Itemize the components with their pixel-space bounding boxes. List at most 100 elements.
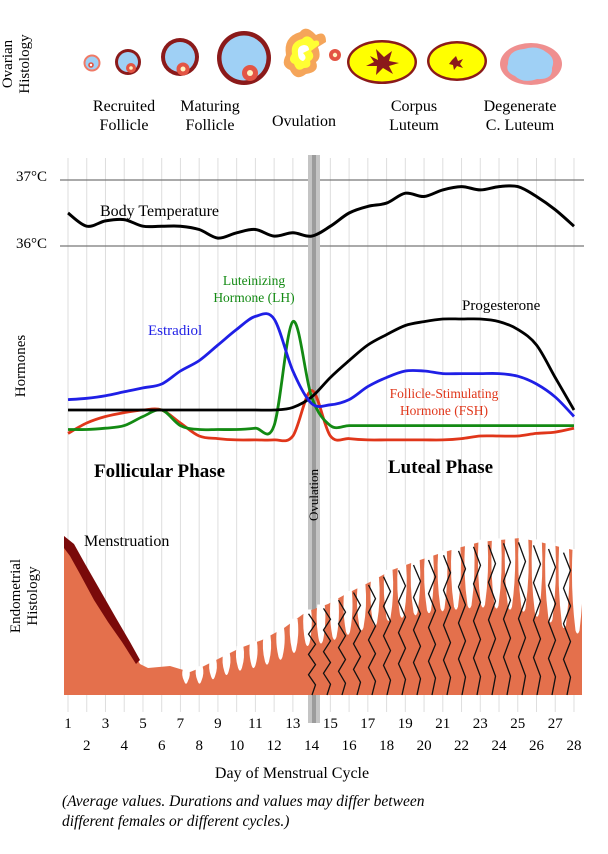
recruited-follicle-2-icon: [115, 49, 141, 75]
stage-label-line: Ovulation: [272, 113, 336, 130]
endometrial-gland: [222, 652, 231, 675]
stage-label-line: Follicle: [185, 117, 235, 134]
stage-label-line: Degenerate: [483, 98, 557, 115]
day-label: 23: [472, 716, 488, 732]
day-label: 4: [120, 738, 128, 754]
fsh-label-line1: Follicle-Stimulating: [389, 386, 499, 401]
caption-line1: (Average values. Durations and values ma…: [62, 793, 425, 810]
stage-label-ovulation: Ovulation: [256, 112, 352, 131]
endometrial-gland: [491, 538, 502, 609]
progesterone-label: Progesterone: [462, 298, 541, 314]
follicular-phase-label: Follicular Phase: [94, 461, 226, 482]
ovarian-histology-axis-label: Ovarian Histology: [0, 16, 36, 112]
x-axis-title: Day of Menstrual Cycle: [214, 765, 370, 782]
estradiol-label: Estradiol: [148, 323, 203, 339]
endometrial-gland: [571, 548, 584, 634]
day-label: 18: [379, 738, 395, 754]
lh-label-line1: Luteinizing: [222, 273, 286, 288]
menstruation-label: Menstruation: [84, 533, 170, 550]
endometrial-gland: [437, 550, 448, 612]
caption-line2: different females or different cycles.): [62, 813, 290, 830]
endometrial-gland: [531, 539, 543, 617]
maturing-follicle-icon: [161, 38, 199, 76]
hormones-axis-label: Hormones: [13, 334, 29, 398]
day-label: 27: [547, 716, 563, 732]
endometrial-axis-label-line2: Histology: [25, 566, 41, 626]
body-temperature-curve: [67, 184, 575, 240]
day-label: 5: [139, 716, 147, 732]
mature-follicle-icon: [217, 31, 271, 85]
day-label: 11: [248, 716, 263, 732]
day-label: 15: [322, 716, 338, 732]
day-label: 3: [101, 716, 110, 732]
endometrial-gland: [316, 604, 326, 644]
endometrial-gland: [276, 627, 285, 660]
day-label: 10: [229, 738, 245, 754]
recruited-follicle-icon: [83, 54, 101, 72]
endometrial-gland: [262, 635, 272, 665]
day-label: 20: [416, 738, 432, 754]
day-label: 21: [435, 716, 451, 732]
estradiol-curve: [67, 312, 576, 418]
stage-label-line: Corpus: [390, 98, 438, 115]
body-temperature-label: Body Temperature: [100, 203, 219, 220]
ovarian-histology: [83, 28, 562, 85]
day-label: 19: [397, 716, 413, 732]
day-label: 14: [304, 738, 320, 754]
endometrial-gland: [477, 539, 489, 608]
corpus-luteum-2-icon: [427, 41, 487, 81]
corpus-luteum-icon: [347, 40, 417, 84]
endometrial-axis-label-line1: Endometrial: [8, 558, 24, 634]
stage-label-line: Follicle: [99, 117, 149, 134]
endometrial-gland: [518, 536, 529, 612]
endometrial-gland: [195, 666, 204, 684]
endometrial-gland: [249, 641, 258, 669]
endometrial-gland: [410, 559, 421, 616]
fsh-label-line2: Hormone (FSH): [399, 403, 489, 418]
endometrial-gland: [451, 546, 461, 610]
lh-label: Luteinizing Hormone (LH): [196, 272, 312, 306]
endometrial-gland: [343, 591, 353, 635]
menstruation-shedding: [64, 536, 140, 664]
day-label: 25: [510, 716, 526, 732]
endometrial-histology: [64, 536, 584, 696]
degenerate-corpus-luteum-icon: [500, 43, 562, 85]
ovulation-follicle-icon: [283, 28, 341, 78]
stage-label-maturing-follicle: Maturing Follicle: [162, 97, 258, 135]
endometrial-gland: [330, 598, 339, 640]
stage-label-line: Maturing: [180, 98, 240, 115]
day-label: 6: [157, 738, 166, 754]
day-label: 1: [64, 716, 72, 732]
ovarian-axis-label-line1: Ovarian: [0, 39, 16, 89]
day-label: 12: [266, 738, 282, 754]
ovarian-axis-label-line2: Histology: [17, 34, 33, 94]
ovulation-vertical-label: Ovulation: [306, 469, 321, 521]
day-label: 16: [341, 738, 357, 754]
spiral-arteries: [307, 542, 572, 696]
day-label: 8: [195, 738, 203, 754]
ovulation-band-core: [312, 155, 316, 723]
day-label: 22: [454, 738, 469, 754]
day-label: 28: [566, 738, 582, 754]
lh-label-line2: Hormone (LH): [213, 290, 295, 305]
stage-label-line: Recruited: [92, 98, 156, 115]
day-label: 7: [176, 716, 185, 732]
endometrial-gland: [370, 577, 380, 626]
endometrial-gland: [209, 659, 217, 680]
progesterone-curve: [68, 317, 576, 412]
endometrial-gland: [356, 584, 367, 631]
stage-label-degenerate-corpus-luteum: Degenerate C. Luteum: [466, 97, 574, 135]
day-label: 17: [360, 716, 376, 732]
stage-label-line: C. Luteum: [485, 117, 555, 134]
stage-label-corpus-luteum: Corpus Luteum: [366, 97, 462, 135]
luteal-phase-label: Luteal Phase: [388, 457, 494, 478]
day-label: 9: [214, 716, 222, 732]
endometrial-gland: [424, 555, 434, 614]
endometrial-histology-axis-label: Endometrial Histology: [8, 540, 44, 652]
day-label: 24: [491, 738, 507, 754]
endometrial-gland: [464, 542, 475, 609]
figure-caption: (Average values. Durations and values ma…: [62, 792, 582, 832]
endometrial-gland: [182, 668, 190, 684]
day-label: 2: [82, 738, 91, 754]
